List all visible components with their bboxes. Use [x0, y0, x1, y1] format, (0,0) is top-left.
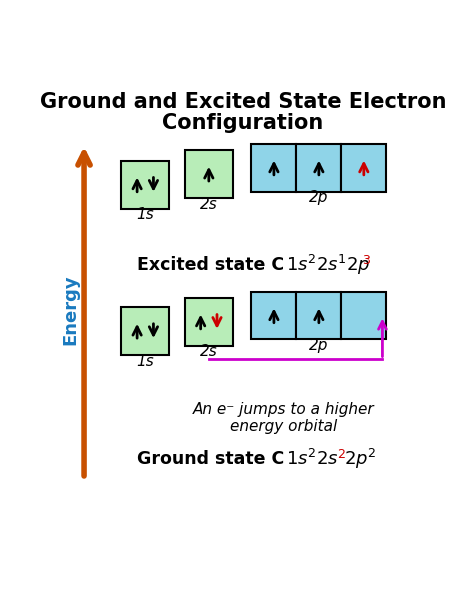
Bar — [341, 292, 386, 339]
Text: $^{2}$: $^{2}$ — [337, 450, 346, 468]
Text: 2s: 2s — [200, 197, 218, 211]
Text: $1s^{2}2s^{1}2p^{}$: $1s^{2}2s^{1}2p^{}$ — [286, 253, 371, 277]
Text: $^{3}$: $^{3}$ — [362, 256, 371, 274]
Bar — [296, 144, 341, 191]
Bar — [121, 161, 169, 209]
Text: 2s: 2s — [200, 345, 218, 359]
Text: 1s: 1s — [137, 207, 154, 222]
Bar — [185, 298, 233, 346]
Bar — [185, 150, 233, 198]
Text: An e⁻ jumps to a higher
energy orbital: An e⁻ jumps to a higher energy orbital — [193, 402, 375, 434]
Text: Ground and Excited State Electron: Ground and Excited State Electron — [40, 92, 446, 112]
Bar — [251, 292, 296, 339]
Text: 2p: 2p — [309, 338, 328, 353]
Bar — [121, 307, 169, 355]
Text: Excited state C: Excited state C — [137, 256, 284, 274]
Text: Configuration: Configuration — [162, 113, 324, 133]
Bar — [296, 292, 341, 339]
Text: $2p^{2}$: $2p^{2}$ — [345, 446, 377, 471]
Text: $1s^{2}2s^{}$: $1s^{2}2s^{}$ — [286, 449, 339, 469]
Text: 2p: 2p — [309, 190, 328, 206]
Text: Energy: Energy — [61, 274, 79, 345]
Bar — [341, 144, 386, 191]
Text: Ground state C: Ground state C — [137, 450, 284, 468]
Bar — [251, 144, 296, 191]
Text: 1s: 1s — [137, 353, 154, 369]
